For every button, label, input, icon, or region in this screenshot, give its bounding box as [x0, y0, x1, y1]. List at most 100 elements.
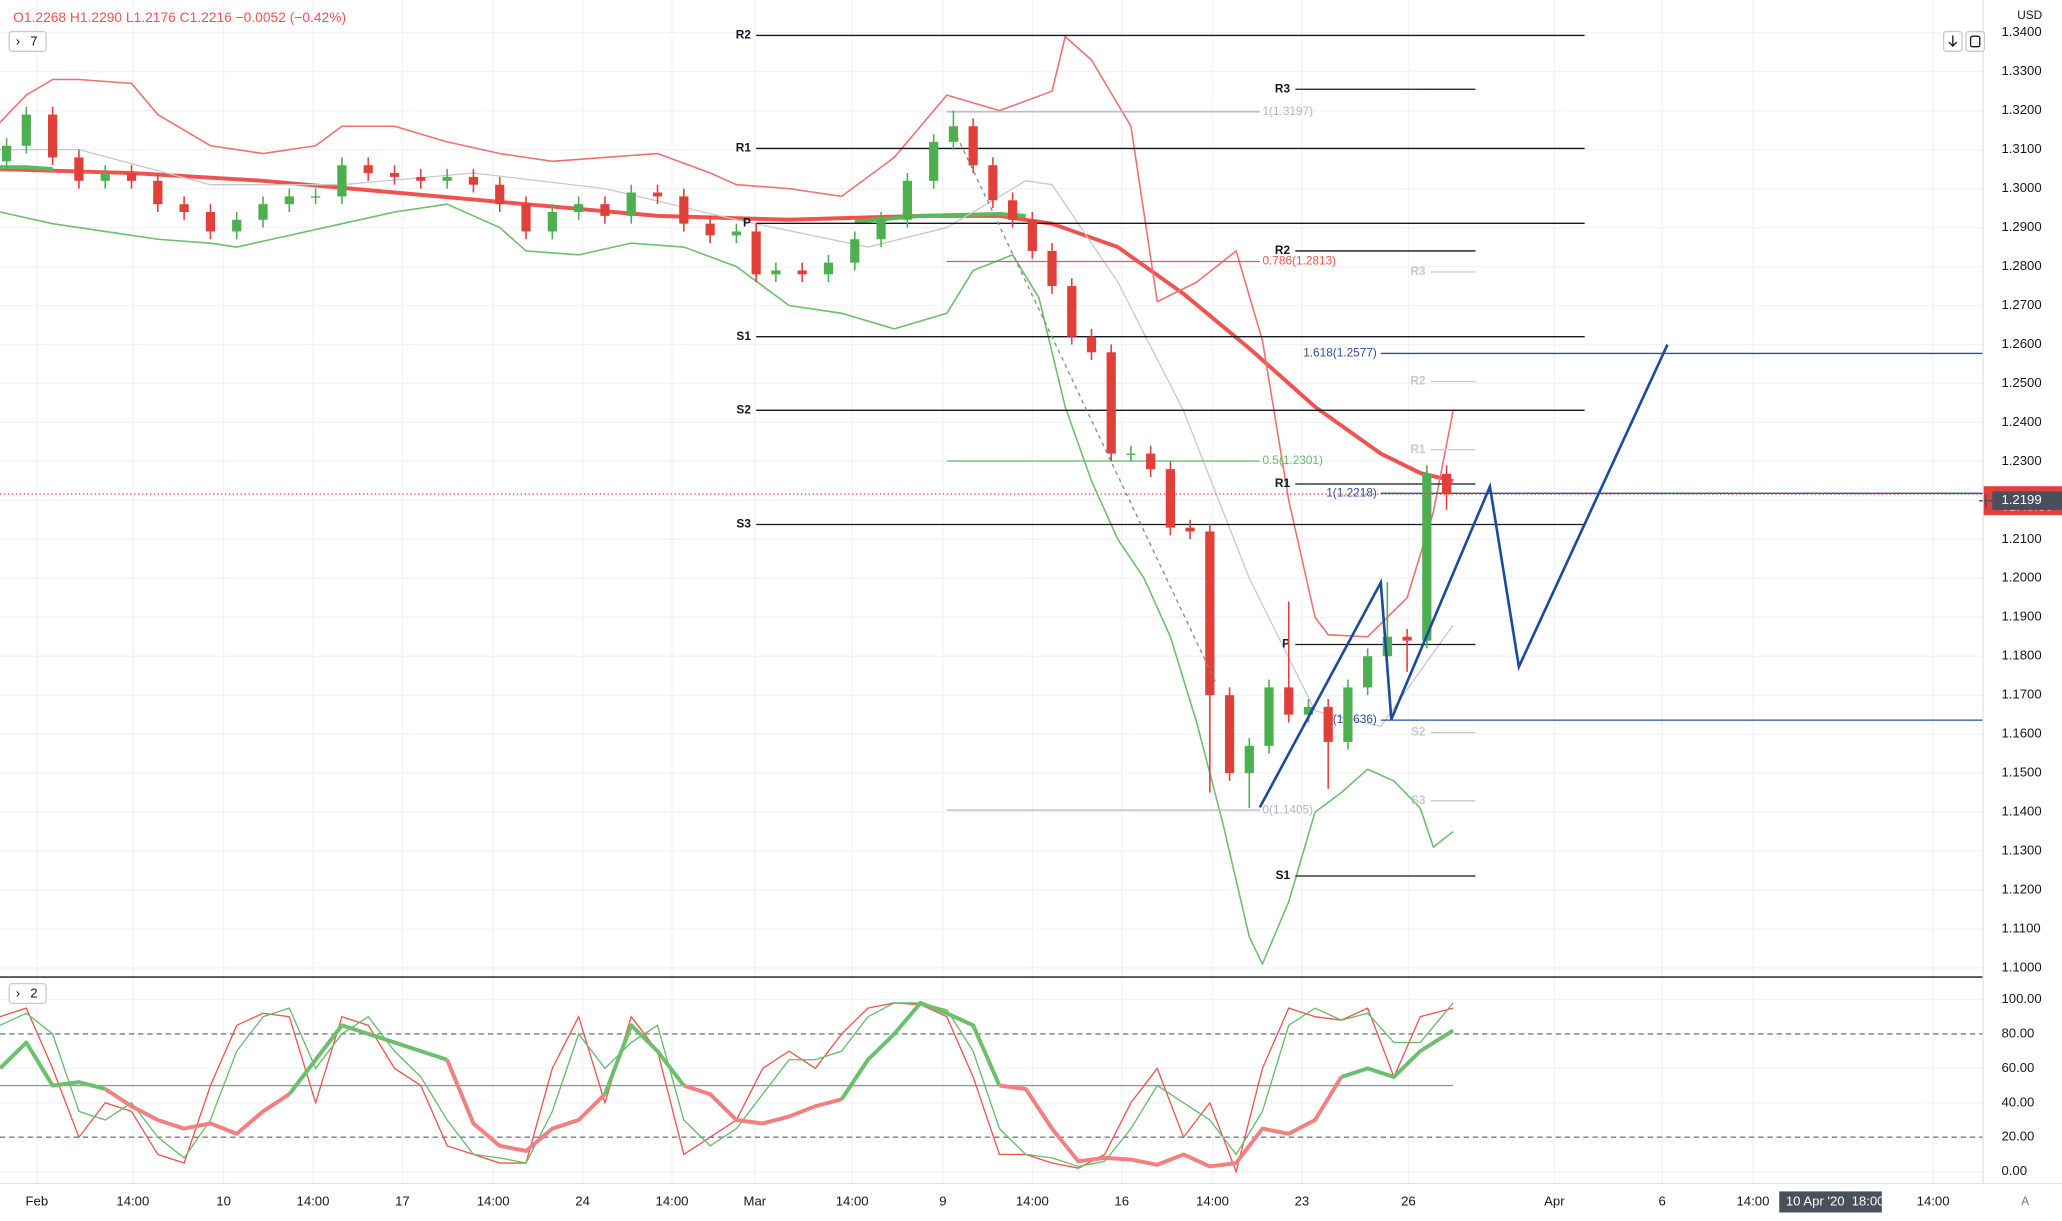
projection-drawing — [1258, 343, 1669, 809]
candle-body — [495, 184, 505, 205]
crosshair-plus — [1979, 494, 1993, 508]
y-tick-label: 1.3200 — [2001, 102, 2041, 117]
y-tick-label: 1.2300 — [2001, 453, 2041, 468]
axis-mode[interactable]: A — [2021, 1194, 2029, 1208]
y-tick-label: 0.00 — [2001, 1163, 2027, 1178]
x-tick-label: 14:00 — [477, 1193, 510, 1208]
candle-body — [468, 176, 479, 185]
candle-body — [771, 270, 781, 275]
x-tick-label: 9 — [939, 1193, 946, 1208]
oscillator-line — [445, 1058, 607, 1153]
candle-body — [153, 180, 163, 205]
indicator-toggle[interactable] — [8, 30, 47, 52]
x-tick-label: 14:00 — [1016, 1193, 1049, 1208]
candle-body — [1126, 453, 1136, 455]
candle-body — [705, 223, 715, 236]
y-tick-label: 1.3100 — [2001, 141, 2041, 156]
x-tick-label: 16 — [1114, 1193, 1129, 1208]
oscillator-line — [104, 1087, 291, 1136]
candle-body — [416, 176, 426, 181]
pivot-label: R3 — [1410, 264, 1426, 278]
candle-body — [1146, 453, 1156, 470]
candle-body — [902, 180, 912, 220]
indicator-line — [0, 148, 1454, 728]
candle-body — [258, 204, 268, 220]
candle-body — [929, 141, 939, 181]
candle-body — [284, 196, 294, 205]
candle-body — [679, 196, 689, 224]
pane-label: 7 — [30, 34, 37, 49]
candle-body — [626, 192, 636, 216]
candle-body — [1165, 469, 1175, 528]
oscillator-line — [0, 1040, 106, 1091]
indicator-line — [0, 203, 1454, 965]
candle-body — [968, 126, 978, 166]
candle-body — [547, 211, 557, 232]
candle-body — [850, 239, 860, 263]
marks: Feb 14:00 10 14:00 17 14:00 24 14:00 Mar 14:00 9 14… — [0, 24, 2062, 1208]
y-tick-label: 1.1200 — [2001, 881, 2041, 896]
candle-body — [1205, 531, 1215, 696]
y-tick-label: 1.1500 — [2001, 765, 2041, 780]
y-tick-label: 40.00 — [2001, 1094, 2034, 1109]
y-tick-label: 1.2100 — [2001, 531, 2041, 546]
candle-body — [179, 204, 189, 212]
y-tick-label: 1.2700 — [2001, 297, 2041, 312]
candle-body — [1382, 636, 1392, 657]
candle-body — [1244, 745, 1254, 774]
x-tick-label: Feb — [26, 1193, 49, 1208]
candle-body — [74, 157, 84, 181]
candle-body — [1343, 687, 1353, 742]
candle-body — [600, 204, 610, 216]
candle-body — [232, 219, 242, 232]
pivot-label: S3 — [736, 517, 751, 531]
fib-label: 1.618(1.2577) — [1303, 346, 1377, 360]
crosshair-date: 10 Apr '20 — [1786, 1193, 1845, 1208]
candle-body — [1027, 219, 1037, 251]
oscillator-line — [999, 1075, 1344, 1169]
candle-body — [1402, 636, 1412, 641]
oscillator-line — [603, 1023, 686, 1095]
fib-label: 0.786(1.2813) — [1262, 254, 1336, 268]
candle-body — [1047, 250, 1057, 287]
x-tick-label: Apr — [1544, 1193, 1565, 1208]
pivot-label: S1 — [736, 329, 751, 343]
fullscreen-button[interactable] — [1965, 30, 1986, 52]
y-tick-label: 80.00 — [2001, 1025, 2034, 1040]
candle-body — [797, 270, 807, 275]
y-tick-label: 100.00 — [2001, 991, 2041, 1006]
candle-body — [126, 173, 137, 181]
indicator-toggle[interactable] — [8, 982, 47, 1005]
y-tick-label: 1.2400 — [2001, 414, 2041, 429]
crosshair-price-box — [1992, 491, 2062, 510]
oscillator-line — [839, 1000, 1002, 1101]
fib-label: 1(1.3197) — [1262, 104, 1313, 118]
candle-body — [363, 165, 373, 174]
fib-label: 0.5(1.2301) — [1262, 453, 1323, 467]
y-tick-label: 1.1700 — [2001, 687, 2041, 702]
x-tick-label: 14:00 — [116, 1193, 149, 1208]
candle-body — [1441, 473, 1452, 495]
candle-body — [988, 165, 998, 201]
candle-body — [948, 126, 959, 142]
candle-body — [337, 165, 347, 197]
crosshair-time: 18:00 — [1852, 1193, 1885, 1208]
candle-body — [311, 196, 321, 198]
fib-label: 1(1.2218) — [1326, 485, 1377, 499]
oscillator-line — [0, 1002, 1454, 1174]
crosshair-time-box — [1779, 1191, 1882, 1213]
candle-body — [48, 114, 58, 158]
candle-body — [751, 231, 761, 275]
x-tick-label: 14:00 — [1917, 1193, 1950, 1208]
currency-label: USD — [2017, 8, 2042, 22]
x-tick-label: 26 — [1401, 1193, 1416, 1208]
pivot-label: R1 — [736, 141, 752, 155]
y-tick-label: 1.1000 — [2001, 959, 2041, 974]
pivot-label: R2 — [1410, 374, 1426, 388]
pivot-label: R2 — [1275, 243, 1291, 257]
ohlc-legend: O1.2268 H1.2290 L1.2176 C1.2216 −0.0052 … — [13, 10, 346, 25]
toggle-arrow: › — [16, 986, 20, 1001]
candle-body — [1007, 200, 1018, 220]
x-tick-label: 14:00 — [1737, 1193, 1770, 1208]
